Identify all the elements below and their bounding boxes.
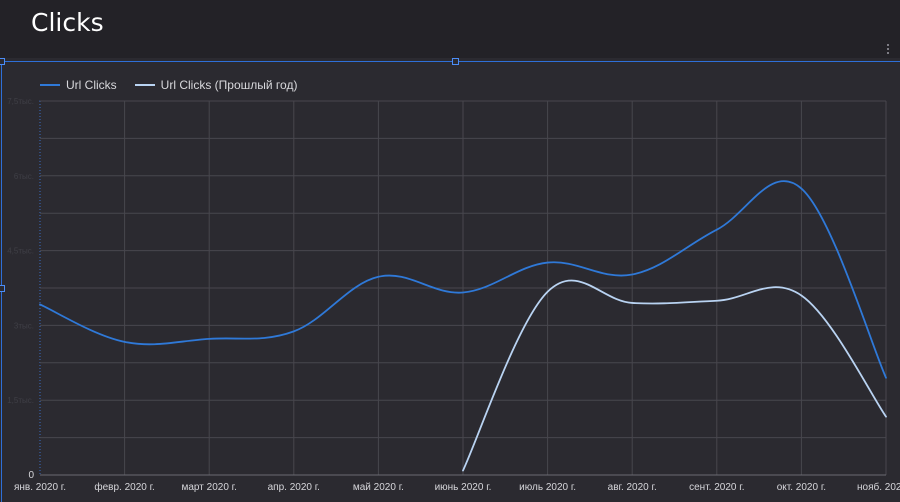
- page-title: Clicks: [31, 8, 104, 37]
- x-tick-label: июнь 2020 г.: [435, 482, 492, 493]
- legend-label-previous: Url Clicks (Прошлый год): [160, 78, 298, 92]
- series-line-current: [39, 180, 887, 379]
- more-options-icon[interactable]: [885, 44, 891, 56]
- x-tick-label: окт. 2020 г.: [777, 482, 826, 493]
- x-tick-label: нояб. 2020 г.: [857, 481, 900, 493]
- x-tick-label: июль 2020 г.: [519, 482, 576, 493]
- resize-handle-top-center[interactable]: [452, 58, 459, 65]
- panel-header: Clicks: [0, 0, 900, 58]
- y-tick-label: 0: [28, 470, 34, 481]
- selection-border-left: [1, 61, 2, 502]
- x-tick-label: авг. 2020 г.: [608, 482, 657, 493]
- resize-handle-top-left[interactable]: [0, 58, 5, 65]
- y-tick-label: 4,5тыс.: [7, 247, 34, 256]
- y-tick-label: 7,5тыс.: [7, 97, 34, 106]
- x-tick-label: апр. 2020 г.: [268, 482, 320, 493]
- x-tick-label: март 2020 г.: [182, 482, 237, 493]
- selection-border-top: [0, 61, 900, 62]
- resize-handle-middle-left[interactable]: [0, 285, 5, 292]
- legend-item-previous[interactable]: Url Clicks (Прошлый год): [134, 78, 298, 92]
- x-tick-label: сент. 2020 г.: [689, 482, 744, 493]
- x-tick-label: февр. 2020 г.: [94, 481, 154, 493]
- legend-swatch-previous: [134, 84, 155, 86]
- x-tick-label: май 2020 г.: [353, 482, 404, 493]
- y-tick-label: 6тыс.: [14, 172, 34, 181]
- legend-item-current[interactable]: Url Clicks: [40, 78, 117, 92]
- x-tick-label: янв. 2020 г.: [14, 482, 66, 493]
- y-tick-label: 3тыс.: [14, 321, 34, 330]
- legend-swatch-current: [40, 84, 60, 86]
- series-line-previous: [462, 279, 887, 472]
- y-tick-label: 1,5тыс.: [7, 396, 34, 405]
- chart-legend: Url Clicks Url Clicks (Прошлый год): [40, 77, 315, 93]
- legend-label-current: Url Clicks: [66, 78, 117, 92]
